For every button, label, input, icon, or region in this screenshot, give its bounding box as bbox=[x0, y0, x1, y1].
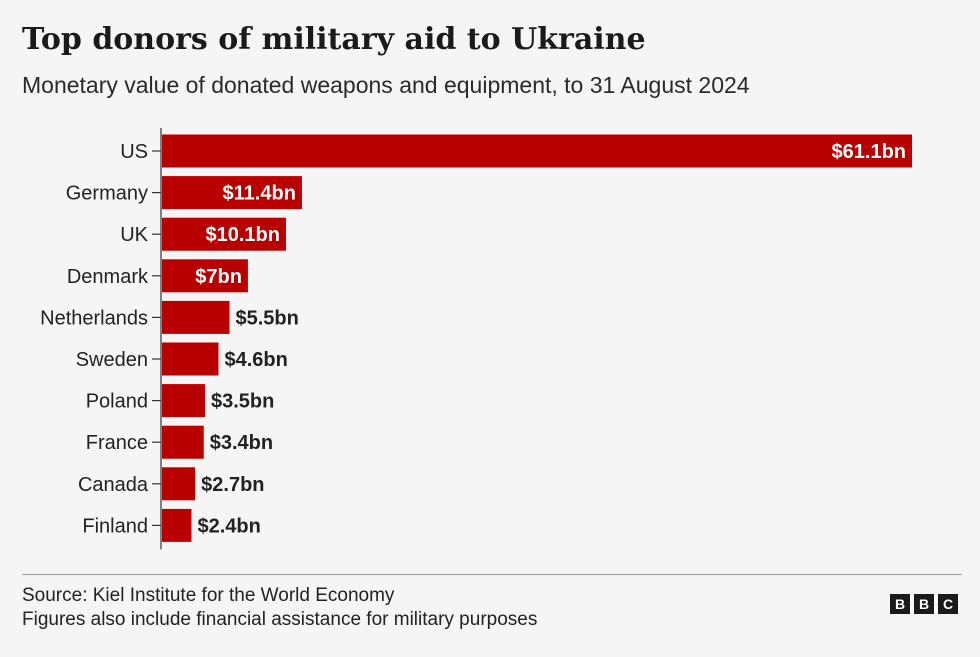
bar bbox=[162, 342, 219, 376]
bar bbox=[162, 134, 912, 168]
data-label: $10.1bn bbox=[205, 224, 279, 246]
footer-divider bbox=[22, 574, 962, 575]
data-label: $4.6bn bbox=[224, 349, 287, 371]
logo-letter-c: C bbox=[938, 594, 958, 614]
bar bbox=[162, 300, 230, 334]
data-label: $2.4bn bbox=[197, 515, 260, 537]
footnote-text: Figures also include financial assistanc… bbox=[22, 609, 538, 630]
bar bbox=[162, 176, 302, 210]
logo-letter-b2: B bbox=[914, 594, 934, 614]
source-text: Source: Kiel Institute for the World Eco… bbox=[22, 585, 395, 606]
bar bbox=[162, 467, 196, 501]
chart-title: Top donors of military aid to Ukraine bbox=[22, 22, 646, 57]
data-label: $5.5bn bbox=[236, 307, 299, 329]
data-label: $2.7bn bbox=[201, 474, 264, 496]
category-label: France bbox=[86, 432, 148, 454]
category-label: Denmark bbox=[67, 266, 149, 288]
category-label: US bbox=[120, 141, 148, 163]
logo-letter-b1: B bbox=[890, 594, 910, 614]
data-label: $11.4bn bbox=[223, 183, 296, 205]
category-label: Finland bbox=[82, 515, 148, 537]
data-label: $3.4bn bbox=[210, 432, 273, 454]
category-label: Sweden bbox=[76, 349, 148, 371]
bar bbox=[162, 508, 192, 542]
bbc-logo: B B C bbox=[890, 594, 958, 614]
data-label: $7bn bbox=[195, 266, 242, 288]
data-label: $61.1bn bbox=[832, 141, 906, 163]
bar bbox=[162, 384, 205, 418]
bar bbox=[162, 259, 248, 293]
bar bbox=[162, 425, 204, 459]
category-label: Canada bbox=[78, 474, 149, 496]
data-label: $3.5bn bbox=[211, 391, 274, 413]
chart-subtitle: Monetary value of donated weapons and eq… bbox=[22, 72, 750, 98]
category-label: UK bbox=[120, 224, 148, 246]
category-label: Germany bbox=[66, 183, 148, 205]
category-label: Poland bbox=[86, 391, 148, 413]
category-label: Netherlands bbox=[40, 307, 148, 329]
bar-chart: US $61.1bn Germany $11.4bn UK $10.1bn Denmark $… bbox=[40, 128, 912, 550]
bar bbox=[162, 217, 286, 251]
